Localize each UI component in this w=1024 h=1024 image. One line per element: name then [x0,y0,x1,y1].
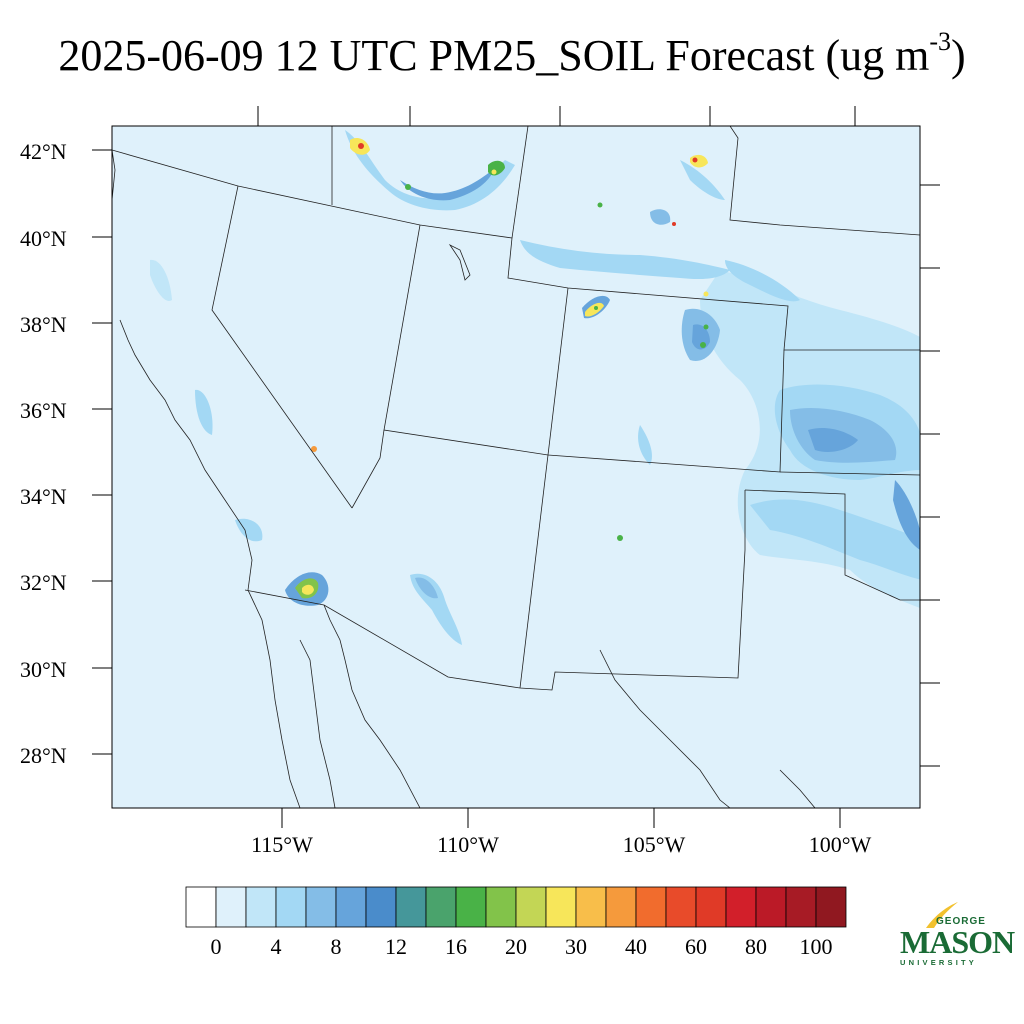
colorbar-swatch [815,886,847,928]
lat-label-36: 36°N [20,398,67,423]
colorbar-label: 40 [625,934,647,959]
idaho-ridge-dark [400,168,495,201]
wyoming-east-trail [680,160,725,200]
colorado-west-green [594,306,598,310]
colorbar-label: 12 [385,934,407,959]
california-coast-plume [235,518,263,542]
colorbar-label: 8 [330,934,342,959]
lat-label-30: 30°N [20,657,67,682]
left-ticks [92,149,112,755]
colorbar-swatch [515,886,547,928]
state-borders [112,126,920,691]
plains-east-band [893,480,920,550]
colorbar-swatch [725,886,757,928]
plains-south [750,499,920,580]
wyoming-band [520,240,730,280]
lat-label-38: 38°N [20,312,67,337]
lat-label-32: 32°N [20,570,67,595]
colorbar-swatch [755,886,787,928]
colorbar-label: 16 [445,934,467,959]
colorbar-swatch [305,886,337,928]
nevada-plume [150,259,172,301]
logo-university: UNIVERSITY [900,958,978,967]
colorbar-swatch [365,886,397,928]
title-superscript: -3 [929,27,951,57]
gmu-logo: GEORGE MASON UNIVERSITY [896,896,1015,970]
logo-george: GEORGE [936,916,986,927]
bottom-ticks [281,808,841,828]
colorado-green-spot2 [703,324,709,330]
colorbar-swatch [275,886,307,928]
colorbar-swatch [245,886,277,928]
california-plume [195,389,213,435]
arizona-se-plume [415,577,438,599]
colorbar-swatch [485,886,517,928]
colorbar-label: 30 [565,934,587,959]
idaho-green-spot [405,184,411,190]
colorado-west-core [585,302,604,317]
colorbar-swatch [185,886,217,928]
colorbar-swatch [785,886,817,928]
colorbar-swatch [545,886,577,928]
plot-frame [111,125,921,809]
wyoming-east-red [692,157,698,163]
wyoming-hotspot-core [491,169,497,175]
lat-label-34: 34°N [20,484,67,509]
coastlines [112,149,816,808]
nevada-spot [311,446,317,452]
lon-label-100: 100°W [808,832,872,857]
colorado-ne-spot [703,291,709,297]
wyoming-spot-red2 [672,222,676,226]
colorbar-swatch [455,886,487,928]
colorbar-swatch [215,886,247,928]
colorbar-label: 60 [685,934,707,959]
top-ticks [257,106,856,126]
nebraska-streaks [725,260,800,302]
lat-label-40: 40°N [20,226,67,251]
nm-spot [617,535,623,541]
colorbar-swatch [335,886,367,928]
title-close: ) [951,31,966,80]
right-ticks [920,184,940,767]
wyoming-spot-green [597,202,603,208]
idaho-hotspot-core [358,143,364,149]
colorbar-swatch [665,886,697,928]
nm-band [638,425,652,465]
lat-label-42: 42°N [20,139,67,164]
colorbar-swatch [635,886,667,928]
colorbar-label: 80 [745,934,767,959]
colorbar-swatch [395,886,427,928]
pm25-contours [150,130,920,645]
colorbar-swatch [575,886,607,928]
colorbar-label: 4 [270,934,282,959]
plains-core [808,428,858,452]
logo-swoosh-icon [926,902,958,928]
colorbar-label: 0 [210,934,222,959]
title-text: 2025-06-09 12 UTC PM25_SOIL Forecast (ug… [58,31,930,80]
lon-label-115: 115°W [251,832,313,857]
logo-mason: MASON [900,924,1015,960]
colorbar-label: 20 [505,934,527,959]
wyoming-spot-ring [650,209,671,225]
colorado-green-spot [700,342,706,348]
colorbar-label: 100 [799,934,833,959]
colorbar-swatch [425,886,457,928]
colorado-east-core [692,324,710,350]
lat-label-28: 28°N [20,743,67,768]
map-title: 2025-06-09 12 UTC PM25_SOIL Forecast (ug… [0,27,1024,81]
sonora-yellow [302,584,314,595]
lon-label-105: 105°W [622,832,686,857]
colorbar [185,886,847,928]
lon-label-110: 110°W [437,832,499,857]
colorbar-swatch [695,886,727,928]
colorbar-swatch [605,886,637,928]
